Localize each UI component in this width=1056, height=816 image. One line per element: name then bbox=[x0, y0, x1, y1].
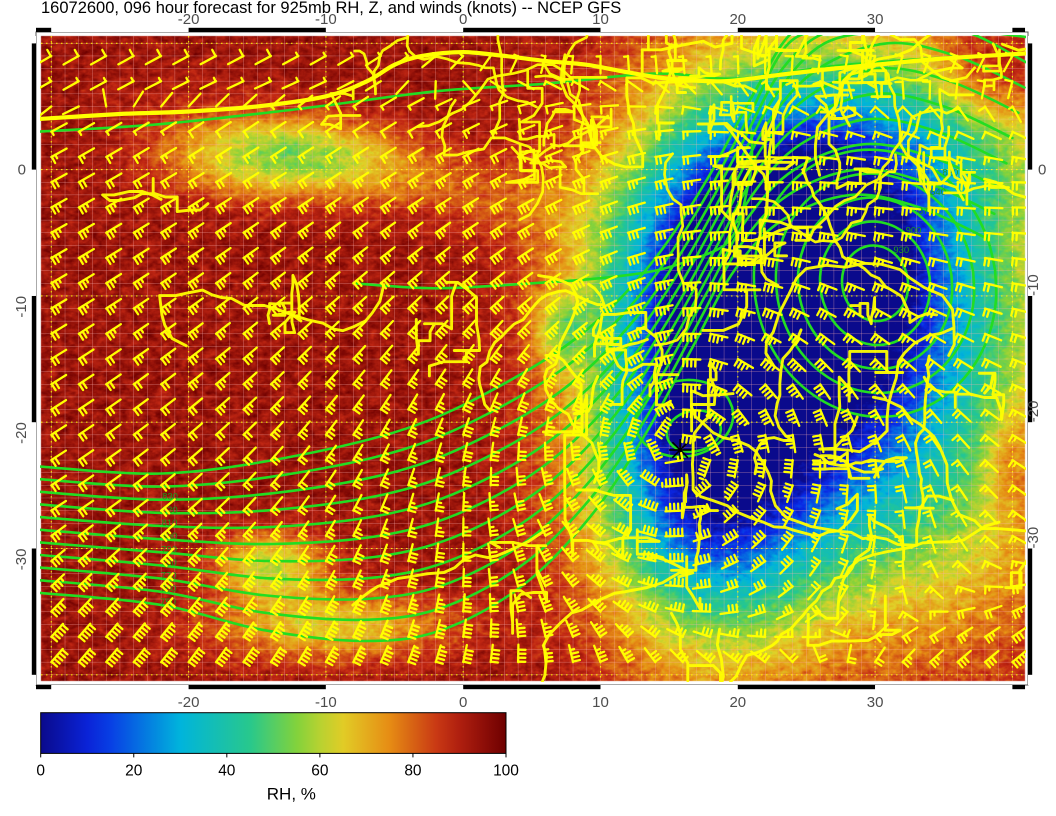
svg-text:830: 830 bbox=[162, 492, 178, 503]
svg-text:16072600, 096 hour forecast fo: 16072600, 096 hour forecast for 925mb RH… bbox=[41, 0, 621, 17]
svg-text:RH, %: RH, % bbox=[267, 784, 316, 803]
svg-text:-20: -20 bbox=[178, 694, 200, 711]
svg-text:60: 60 bbox=[311, 762, 329, 779]
svg-text:20: 20 bbox=[729, 694, 746, 711]
svg-text:20: 20 bbox=[729, 11, 746, 28]
svg-text:30: 30 bbox=[867, 11, 884, 28]
svg-text:100: 100 bbox=[493, 762, 519, 779]
svg-text:-20: -20 bbox=[13, 422, 30, 444]
svg-text:-10: -10 bbox=[13, 296, 30, 318]
svg-text:0: 0 bbox=[459, 694, 467, 711]
svg-text:-10: -10 bbox=[1025, 274, 1042, 296]
svg-text:-30: -30 bbox=[1025, 527, 1042, 549]
svg-text:40: 40 bbox=[218, 762, 236, 779]
svg-text:-10: -10 bbox=[315, 694, 337, 711]
svg-text:10: 10 bbox=[592, 694, 609, 711]
svg-text:80: 80 bbox=[404, 762, 422, 779]
svg-text:0: 0 bbox=[36, 762, 45, 779]
svg-text:-30: -30 bbox=[13, 549, 30, 571]
svg-text:930: 930 bbox=[893, 245, 909, 256]
svg-text:0: 0 bbox=[1038, 162, 1046, 179]
svg-text:-20: -20 bbox=[1025, 401, 1042, 423]
svg-text:770: 770 bbox=[161, 571, 177, 582]
svg-text:0: 0 bbox=[18, 162, 26, 179]
svg-text:30: 30 bbox=[867, 694, 884, 711]
svg-text:20: 20 bbox=[125, 762, 143, 779]
